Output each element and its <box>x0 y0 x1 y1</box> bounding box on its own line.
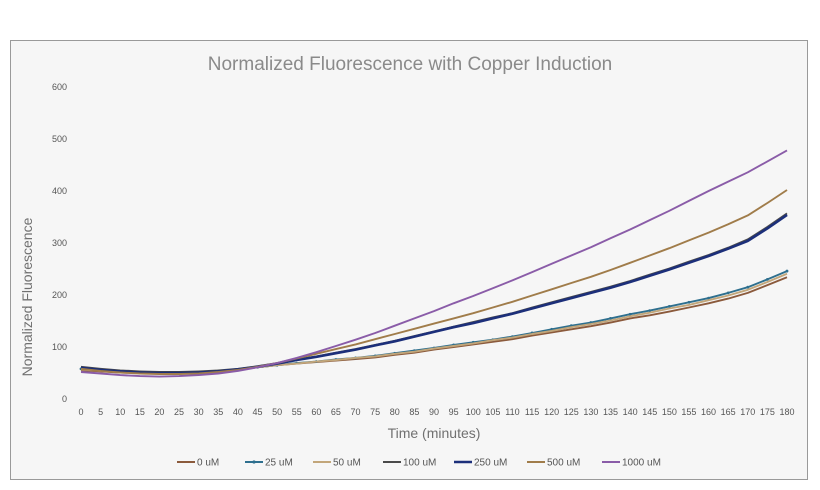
legend-label-25-um: 25 uM <box>265 458 293 469</box>
y-tick-label: 500 <box>52 134 67 144</box>
x-tick-label: 170 <box>740 407 755 417</box>
x-tick-label: 90 <box>429 407 439 417</box>
x-tick-label: 120 <box>544 407 559 417</box>
x-tick-label: 0 <box>78 407 83 417</box>
legend-label-100-um: 100 uM <box>403 458 436 469</box>
series-line-0-um <box>80 276 788 375</box>
legend: 0 uM 25 uM 50 uM 100 uM 250 uM 500 uM 1000 uM <box>177 458 661 469</box>
series-point <box>609 317 612 320</box>
x-tick-label: 95 <box>449 407 459 417</box>
chart-title: Normalized Fluorescence with Copper Indu… <box>208 54 612 75</box>
x-tick-label: 30 <box>194 407 204 417</box>
x-tick-label: 165 <box>721 407 736 417</box>
chart-frame: Normalized Fluorescence with Copper Indu… <box>10 40 808 480</box>
x-tick-label: 10 <box>115 407 125 417</box>
x-tick-label: 80 <box>390 407 400 417</box>
y-axis-title: Normalized Fluorescence <box>19 217 35 376</box>
x-tick-label: 15 <box>135 407 145 417</box>
x-tick-label: 135 <box>603 407 618 417</box>
x-tick-label: 115 <box>525 407 539 417</box>
series-point <box>785 269 789 273</box>
x-tick-label: 100 <box>466 407 481 417</box>
x-tick-label: 65 <box>331 407 341 417</box>
x-tick-label: 180 <box>779 407 794 417</box>
x-tick-label: 160 <box>701 407 716 417</box>
x-tick-label: 175 <box>760 407 775 417</box>
x-tick-label: 45 <box>252 407 262 417</box>
x-tick-label: 35 <box>213 407 223 417</box>
series-point <box>667 305 671 308</box>
series-point <box>687 300 691 304</box>
legend-label-1000-um: 1000 uM <box>622 458 661 469</box>
legend-label-500-um: 500 uM <box>547 458 580 469</box>
x-tick-label: 110 <box>505 407 519 417</box>
legend-label-250-um: 250 uM <box>474 458 507 469</box>
plot-area: 0 100 200 300 400 500 600 0 5 10 15 20 25 30 35 40 45 50 5… <box>52 82 795 417</box>
x-tick-label: 25 <box>174 407 184 417</box>
x-tick-label: 140 <box>623 407 638 417</box>
x-tick-label: 20 <box>154 407 164 417</box>
x-tick-label: 50 <box>272 407 282 417</box>
legend-marker <box>252 460 256 464</box>
x-tick-label: 150 <box>662 407 677 417</box>
y-tick-label: 300 <box>52 238 67 248</box>
x-tick-label: 155 <box>681 407 696 417</box>
series-point <box>746 285 750 289</box>
series-point <box>726 291 730 295</box>
series-point <box>648 309 652 312</box>
x-tick-label: 55 <box>292 407 302 417</box>
x-tick-label: 75 <box>370 407 380 417</box>
series-line-500-um <box>80 189 788 375</box>
x-tick-label: 145 <box>642 407 657 417</box>
y-tick-label: 200 <box>52 290 67 300</box>
series-point <box>765 278 769 281</box>
x-tick-label: 130 <box>583 407 598 417</box>
x-tick-label: 40 <box>233 407 243 417</box>
x-tick-label: 125 <box>564 407 579 417</box>
x-tick-label: 85 <box>409 407 419 417</box>
legend-label-50-um: 50 uM <box>333 458 361 469</box>
series-point <box>707 296 710 300</box>
y-tick-label: 0 <box>62 394 67 404</box>
x-tick-label: 60 <box>311 407 321 417</box>
series-line-1000-um <box>80 149 788 378</box>
x-axis-title: Time (minutes) <box>388 425 481 441</box>
series-line-250-um <box>80 213 788 375</box>
x-tick-label: 105 <box>485 407 500 417</box>
series-point <box>628 312 632 316</box>
chart-svg: Normalized Fluorescence with Copper Indu… <box>19 54 795 469</box>
series-line-25-um <box>80 270 788 374</box>
x-tick-label: 5 <box>98 407 103 417</box>
y-tick-label: 600 <box>52 82 67 92</box>
legend-label-0-um: 0 uM <box>197 458 219 469</box>
y-tick-label: 400 <box>52 186 67 196</box>
x-tick-label: 70 <box>351 407 361 417</box>
y-tick-label: 100 <box>52 342 67 352</box>
